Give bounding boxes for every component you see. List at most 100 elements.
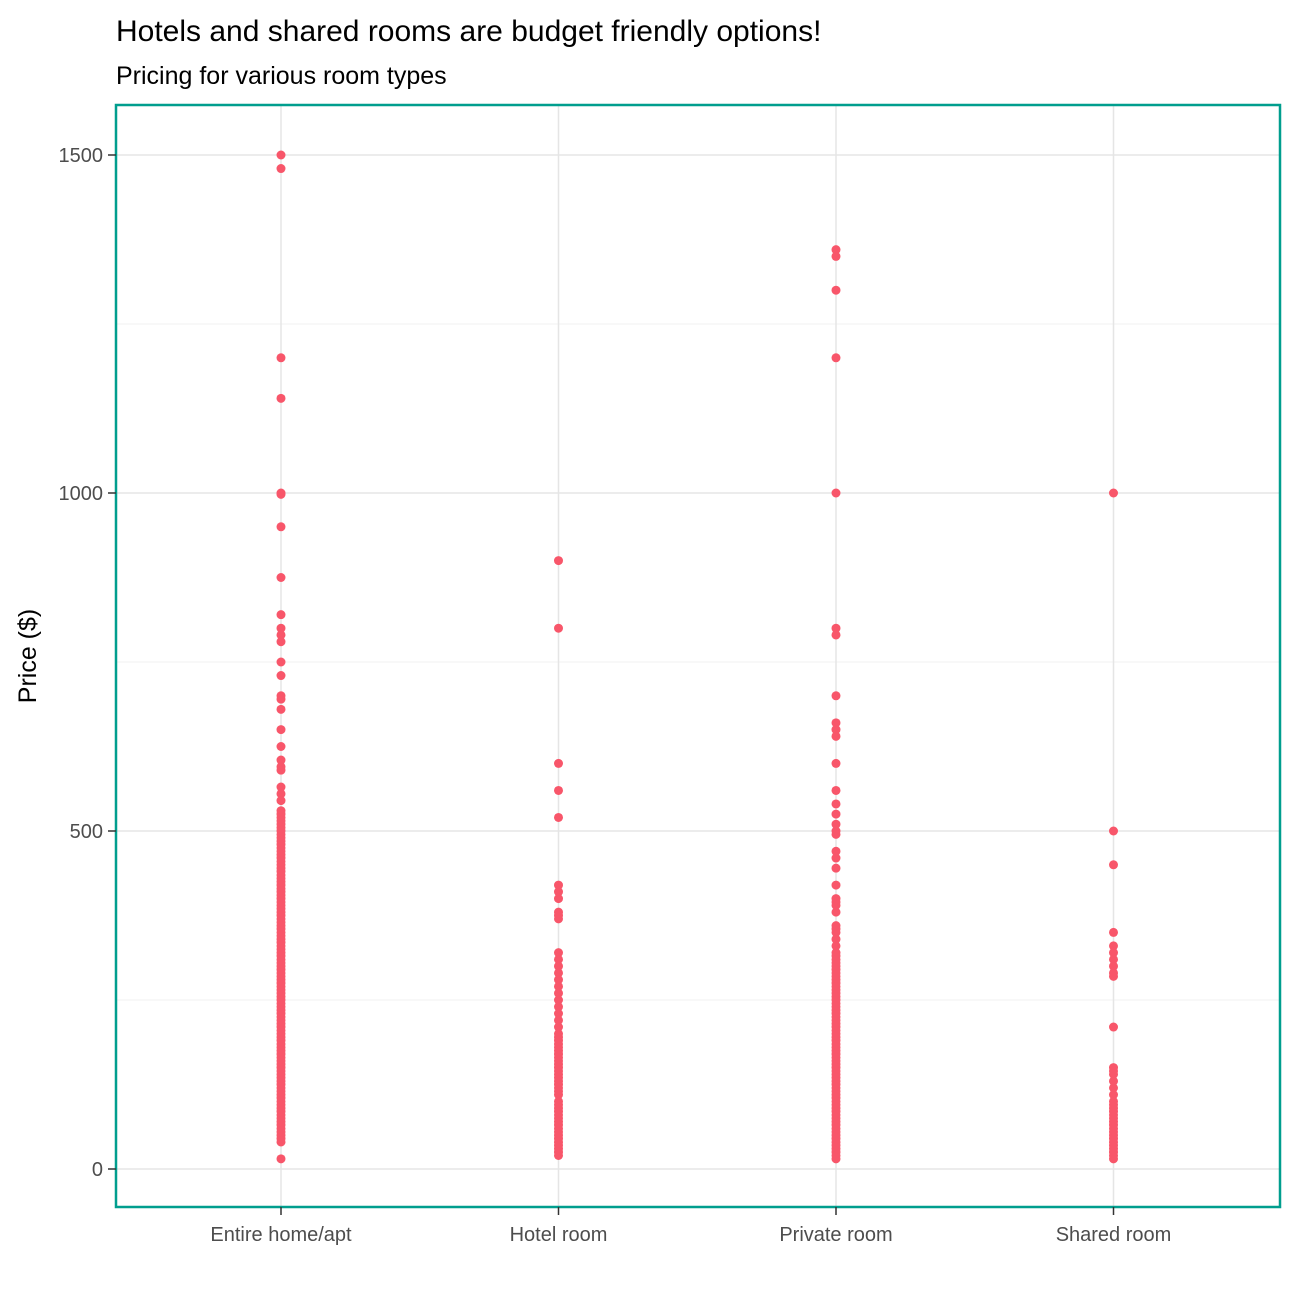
data-point bbox=[554, 1009, 563, 1019]
data-point bbox=[554, 1090, 563, 1100]
data-point bbox=[1109, 826, 1118, 836]
data-point bbox=[276, 610, 286, 620]
data-point bbox=[276, 755, 286, 765]
data-point bbox=[831, 731, 841, 741]
data-point bbox=[554, 556, 563, 566]
x-tick-label: Hotel room bbox=[510, 1224, 608, 1246]
data-point bbox=[831, 285, 841, 295]
gridlines bbox=[116, 105, 1280, 1207]
data-point bbox=[831, 718, 841, 728]
data-point bbox=[831, 819, 841, 829]
y-tick-label: 0 bbox=[92, 1159, 103, 1181]
data-point bbox=[831, 863, 841, 873]
data-point bbox=[554, 981, 563, 991]
data-point bbox=[276, 742, 286, 751]
chart-title: Hotels and shared rooms are budget frien… bbox=[116, 15, 821, 48]
data-point bbox=[831, 941, 841, 951]
data-point bbox=[276, 489, 286, 499]
data-point bbox=[276, 704, 286, 714]
data-point bbox=[554, 975, 563, 985]
data-point bbox=[276, 765, 286, 775]
data-point bbox=[276, 393, 286, 403]
data-point bbox=[554, 1002, 563, 1012]
data-point bbox=[554, 914, 563, 924]
data-point bbox=[276, 164, 286, 174]
data-point bbox=[276, 573, 286, 582]
data-point bbox=[831, 927, 841, 937]
data-point bbox=[831, 353, 841, 363]
axes: 0 500 1000 1500 Entire home/apt Hotel room Pri… bbox=[59, 145, 1172, 1246]
data-point bbox=[1109, 1069, 1118, 1079]
data-point bbox=[831, 1154, 841, 1164]
data-point bbox=[554, 995, 563, 1005]
data-point bbox=[276, 782, 286, 792]
x-tick-label: Private room bbox=[779, 1224, 892, 1246]
data-point bbox=[554, 758, 563, 768]
data-point bbox=[554, 880, 563, 890]
plot-panel-border bbox=[114, 103, 1282, 1209]
data-point bbox=[554, 1022, 563, 1032]
data-point bbox=[1109, 961, 1118, 971]
data-point bbox=[554, 894, 563, 904]
data-point bbox=[1109, 948, 1118, 958]
y-tick-label: 500 bbox=[70, 821, 103, 843]
data-point bbox=[831, 900, 841, 910]
data-point bbox=[831, 623, 841, 633]
y-axis-title: Price ($) bbox=[14, 609, 42, 703]
data-point bbox=[554, 887, 563, 897]
data-point bbox=[554, 1150, 563, 1160]
data-point bbox=[1109, 1076, 1118, 1086]
data-point bbox=[276, 630, 286, 640]
y-tick-label: 1000 bbox=[59, 483, 104, 505]
data-point bbox=[276, 725, 286, 735]
data-point bbox=[831, 880, 841, 890]
data-point bbox=[831, 829, 841, 839]
data-point bbox=[831, 846, 841, 856]
data-point bbox=[1109, 488, 1118, 498]
data-point bbox=[554, 968, 563, 978]
data-point bbox=[554, 961, 563, 971]
data-point bbox=[276, 671, 286, 681]
data-point bbox=[831, 245, 841, 255]
data-point bbox=[276, 623, 286, 633]
data-point bbox=[1109, 941, 1118, 951]
data-point bbox=[1109, 1022, 1118, 1032]
data-point bbox=[831, 934, 841, 944]
x-tick-label: Shared room bbox=[1056, 1224, 1172, 1246]
data-point bbox=[831, 251, 841, 261]
data-point bbox=[831, 853, 841, 863]
data-point bbox=[1109, 954, 1118, 964]
data-point bbox=[276, 1154, 286, 1164]
data-point bbox=[276, 637, 286, 647]
chart-subtitle: Pricing for various room types bbox=[116, 62, 447, 90]
data-point bbox=[831, 907, 841, 917]
data-point bbox=[554, 812, 563, 822]
data-point bbox=[831, 725, 841, 735]
x-tick-label: Entire home/apt bbox=[210, 1224, 352, 1246]
data-point bbox=[276, 353, 286, 363]
data-point bbox=[831, 488, 841, 498]
data-point bbox=[831, 630, 841, 640]
data-point bbox=[1109, 971, 1118, 981]
y-tick-label: 1500 bbox=[59, 145, 104, 167]
data-point bbox=[831, 758, 841, 768]
data-point bbox=[276, 789, 286, 799]
data-point bbox=[1109, 1083, 1118, 1093]
data-points bbox=[276, 150, 1118, 1164]
data-point bbox=[831, 691, 841, 701]
data-point bbox=[1109, 1090, 1118, 1100]
data-point bbox=[554, 988, 563, 998]
data-point bbox=[276, 796, 286, 806]
data-point bbox=[1109, 1154, 1118, 1164]
data-point bbox=[1109, 860, 1118, 870]
data-point bbox=[554, 948, 563, 958]
data-point bbox=[276, 694, 286, 704]
data-point bbox=[831, 799, 841, 809]
data-point bbox=[554, 623, 563, 633]
data-point bbox=[554, 954, 563, 964]
data-point bbox=[1109, 927, 1118, 937]
data-point bbox=[831, 809, 841, 819]
data-point bbox=[276, 522, 286, 532]
data-point bbox=[554, 785, 563, 795]
